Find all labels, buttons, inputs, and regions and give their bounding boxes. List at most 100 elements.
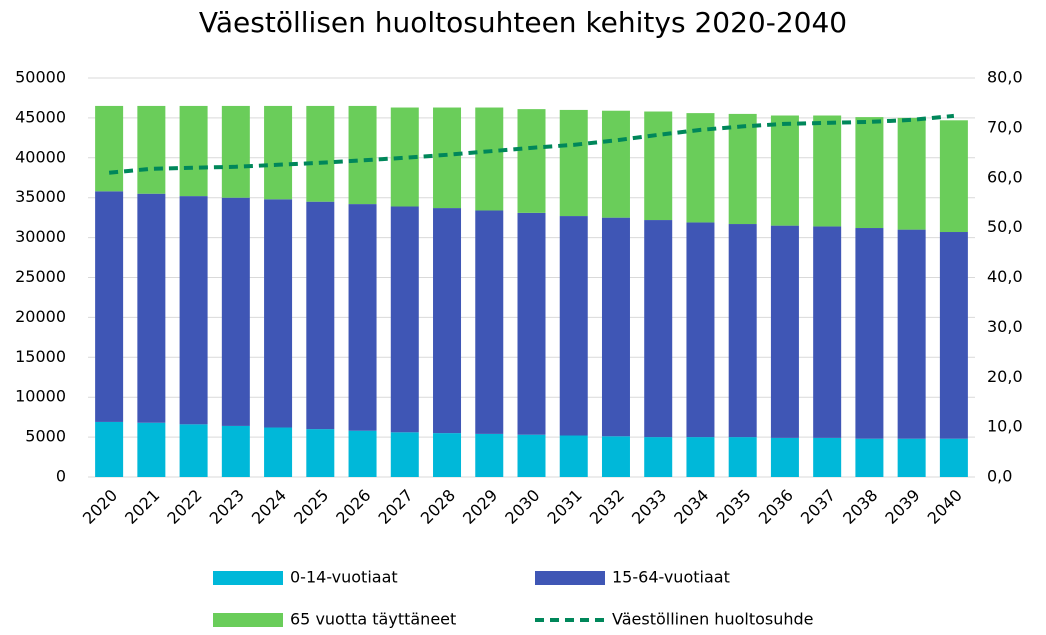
x-tick-label: 2038	[839, 486, 881, 528]
bar-segment	[95, 421, 124, 477]
y-tick-label: 25000	[15, 267, 66, 286]
legend-label: 65 vuotta täyttäneet	[290, 610, 456, 629]
bar-segment	[179, 105, 208, 197]
bar-segment	[475, 210, 504, 434]
bar-segment	[728, 224, 757, 438]
bar-segment	[517, 212, 546, 435]
legend-swatch	[213, 571, 283, 585]
bar-segment	[855, 438, 884, 477]
bar-segment	[644, 437, 673, 477]
y2-tick-label: 10,0	[987, 417, 1023, 436]
x-tick-label: 2029	[459, 486, 501, 528]
bar-segment	[728, 437, 757, 477]
bar-segment	[813, 226, 842, 438]
bar-segment	[855, 228, 884, 439]
bar-segment	[264, 105, 293, 200]
bar-segment	[348, 430, 377, 477]
x-tick-label: 2020	[79, 486, 121, 528]
x-tick-label: 2027	[375, 486, 417, 528]
y-tick-label: 20000	[15, 307, 66, 326]
bar-segment	[855, 117, 884, 229]
bar-segment	[517, 109, 546, 213]
bar-segment	[939, 232, 968, 439]
bar-segment	[813, 115, 842, 227]
x-tick-label: 2028	[417, 486, 459, 528]
bar-segment	[390, 432, 419, 477]
bar-segment	[897, 117, 926, 230]
bar-segment	[95, 105, 124, 192]
bar-segment	[221, 105, 250, 198]
legend-label: 0-14-vuotiaat	[290, 568, 398, 587]
bar-segment	[264, 199, 293, 428]
legend-swatch	[535, 571, 605, 585]
bar-segment	[770, 225, 799, 438]
bar-segment	[897, 229, 926, 439]
bar-segment	[559, 109, 588, 217]
x-tick-label: 2026	[332, 486, 374, 528]
y-tick-label: 0	[56, 467, 66, 486]
x-tick-label: 2023	[206, 486, 248, 528]
bar-segment	[686, 437, 715, 477]
bar-segment	[770, 115, 799, 226]
y-tick-label: 35000	[15, 187, 66, 206]
x-tick-label: 2030	[501, 486, 543, 528]
x-tick-label: 2035	[712, 486, 754, 528]
y2-tick-label: 20,0	[987, 367, 1023, 386]
bar-segment	[433, 107, 462, 209]
legend-swatch	[213, 613, 283, 627]
y2-tick-label: 40,0	[987, 267, 1023, 286]
x-tick-label: 2034	[670, 486, 712, 528]
bar-segment	[475, 433, 504, 477]
bar-segment	[137, 105, 166, 194]
bar-segment	[644, 111, 673, 221]
bar-segment	[475, 107, 504, 211]
bar-segment	[433, 433, 462, 477]
bar-segment	[433, 208, 462, 434]
bar-segment	[95, 191, 124, 422]
bar-segment	[686, 222, 715, 438]
bar-segment	[601, 436, 630, 477]
bar-segment	[813, 437, 842, 477]
x-tick-label: 2037	[797, 486, 839, 528]
bar-segment	[264, 427, 293, 477]
bar-segment	[137, 422, 166, 477]
x-tick-label: 2040	[924, 486, 966, 528]
bar-segment	[559, 216, 588, 436]
bar-segment	[179, 196, 208, 425]
bar-segment	[179, 424, 208, 477]
bar-segment	[559, 435, 588, 477]
y2-tick-label: 50,0	[987, 217, 1023, 236]
y-tick-label: 40000	[15, 147, 66, 166]
x-tick-label: 2022	[163, 486, 205, 528]
line	[108, 113, 955, 175]
bar-segment	[897, 438, 926, 477]
y2-tick-label: 30,0	[987, 317, 1023, 336]
y-tick-label: 10000	[15, 387, 66, 406]
y2-tick-label: 0,0	[987, 467, 1012, 486]
x-tick-label: 2024	[248, 486, 290, 528]
x-tick-label: 2039	[881, 486, 923, 528]
bar-segment	[348, 105, 377, 205]
bar-segment	[221, 197, 250, 426]
y2-tick-label: 80,0	[987, 68, 1023, 87]
x-tick-label: 2032	[586, 486, 628, 528]
y2-tick-label: 70,0	[987, 117, 1023, 136]
x-tick-label: 2036	[755, 486, 797, 528]
y-tick-label: 30000	[15, 227, 66, 246]
bar-segment	[728, 113, 757, 225]
y-tick-label: 15000	[15, 347, 66, 366]
x-tick-label: 2033	[628, 486, 670, 528]
y2-tick-label: 60,0	[987, 167, 1023, 186]
y-tick-label: 45000	[15, 107, 66, 126]
bar-segment	[348, 204, 377, 431]
bar-segment	[644, 220, 673, 438]
y-tick-label: 5000	[25, 427, 66, 446]
x-tick-label: 2025	[290, 486, 332, 528]
bar-segment	[939, 120, 968, 233]
legend-label: 15-64-vuotiaat	[612, 568, 730, 587]
bar-segment	[306, 105, 335, 202]
bar-segment	[221, 425, 250, 477]
bar-segment	[517, 434, 546, 477]
x-tick-label: 2021	[121, 486, 163, 528]
